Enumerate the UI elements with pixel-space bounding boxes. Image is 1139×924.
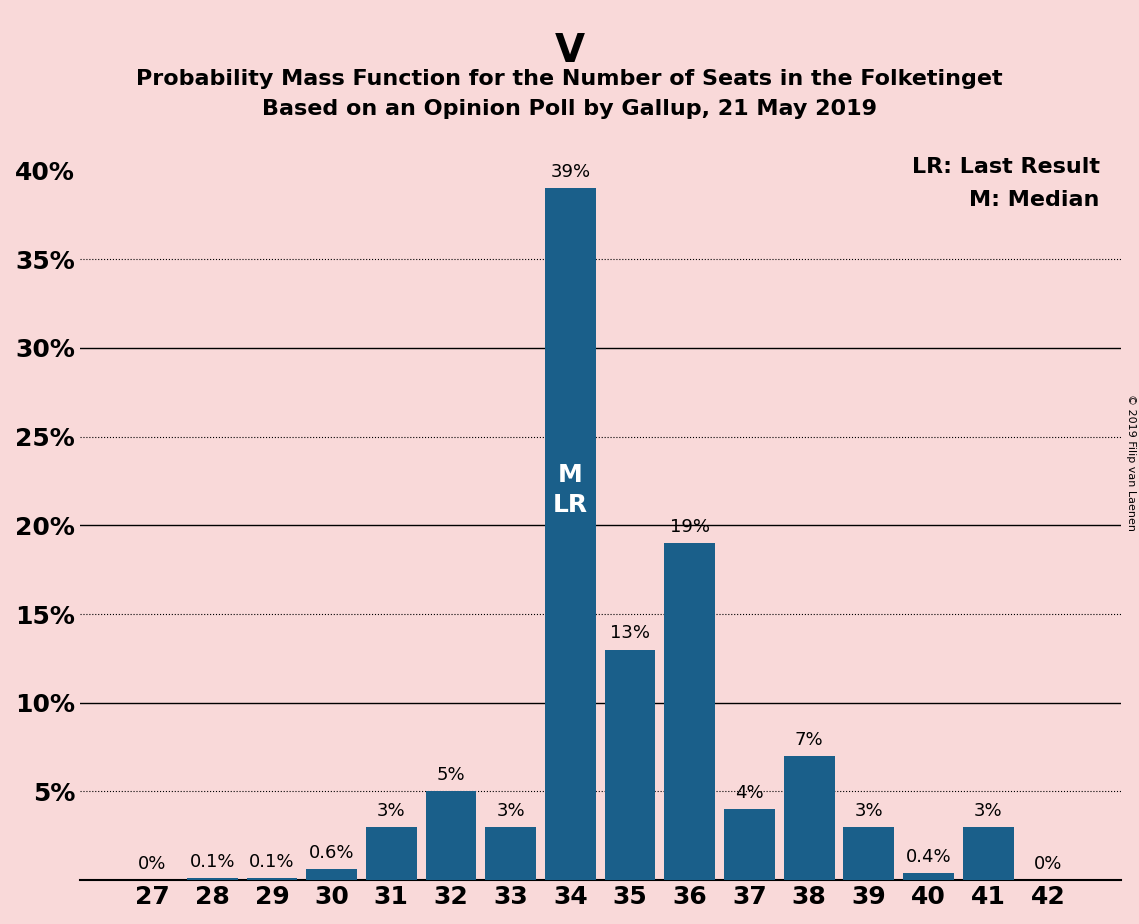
Text: 19%: 19% bbox=[670, 518, 710, 536]
Text: 0.4%: 0.4% bbox=[906, 848, 951, 866]
Bar bbox=[544, 188, 596, 881]
Bar bbox=[664, 543, 715, 881]
Text: 5%: 5% bbox=[436, 766, 466, 784]
Bar bbox=[187, 879, 238, 881]
Text: 3%: 3% bbox=[377, 802, 405, 820]
Text: 39%: 39% bbox=[550, 164, 590, 181]
Text: 0%: 0% bbox=[138, 855, 166, 873]
Bar bbox=[485, 827, 536, 881]
Text: © 2019 Filip van Laenen: © 2019 Filip van Laenen bbox=[1125, 394, 1136, 530]
Text: Based on an Opinion Poll by Gallup, 21 May 2019: Based on an Opinion Poll by Gallup, 21 M… bbox=[262, 99, 877, 119]
Text: Probability Mass Function for the Number of Seats in the Folketinget: Probability Mass Function for the Number… bbox=[137, 69, 1002, 90]
Bar bbox=[366, 827, 417, 881]
Text: 3%: 3% bbox=[974, 802, 1002, 820]
Text: 0%: 0% bbox=[1034, 855, 1062, 873]
Text: M
LR: M LR bbox=[552, 463, 588, 517]
Bar bbox=[962, 827, 1014, 881]
Text: V: V bbox=[555, 32, 584, 70]
Bar bbox=[306, 869, 357, 881]
Bar bbox=[844, 827, 894, 881]
Bar bbox=[246, 879, 297, 881]
Text: 3%: 3% bbox=[854, 802, 883, 820]
Bar bbox=[903, 873, 953, 881]
Text: 3%: 3% bbox=[497, 802, 525, 820]
Text: LR: Last Result
M: Median: LR: Last Result M: Median bbox=[911, 157, 1100, 211]
Text: 0.1%: 0.1% bbox=[249, 853, 295, 871]
Text: 13%: 13% bbox=[611, 625, 650, 642]
Bar bbox=[605, 650, 655, 881]
Text: 7%: 7% bbox=[795, 731, 823, 748]
Text: 4%: 4% bbox=[735, 784, 764, 802]
Bar bbox=[784, 756, 835, 881]
Text: 0.6%: 0.6% bbox=[309, 845, 354, 862]
Bar bbox=[724, 809, 775, 881]
Bar bbox=[426, 792, 476, 881]
Text: 0.1%: 0.1% bbox=[189, 853, 235, 871]
